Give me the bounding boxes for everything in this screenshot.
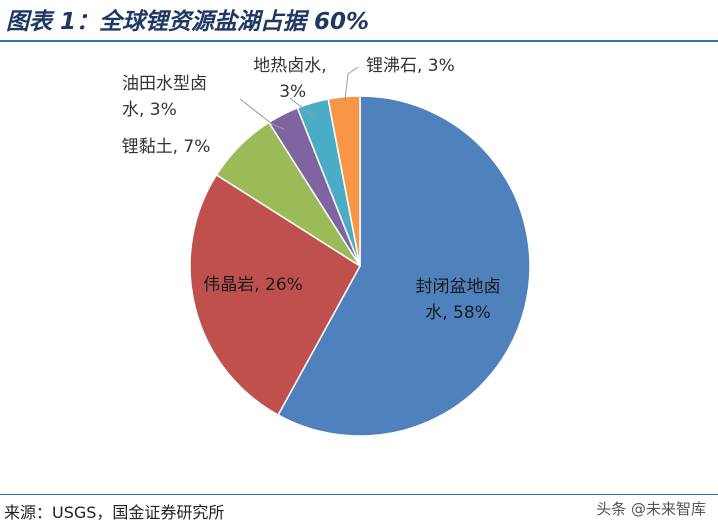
watermark: 头条 @未来智库 (592, 497, 710, 520)
slice-label: 油田水型卤水, 3% (122, 74, 207, 120)
pie-slice (327, 95, 361, 267)
leader-line (239, 98, 285, 130)
leader-line (344, 66, 359, 101)
slice-label: 封闭盆地卤水, 58% (416, 277, 501, 323)
pie-slice (189, 173, 361, 416)
pie-chart: 封闭盆地卤水, 58% 伟晶岩, 26% 锂黏土, 7% 油田水型卤水, 3% 地热卤水… (122, 56, 531, 437)
title-divider (0, 40, 718, 42)
source-divider (0, 494, 718, 495)
slice-label: 伟晶岩, 26% (203, 275, 303, 295)
chart-title: 图表 1：全球锂资源盐湖占据 60% (6, 9, 370, 35)
leader-line (289, 97, 317, 120)
slice-label: 锂黏土, 7% (122, 137, 211, 157)
slice-label: 锂沸石, 3% (366, 56, 455, 76)
slice-label: 地热卤水, 3% (253, 56, 326, 102)
source-note: 来源：USGS，国金证券研究所 (4, 503, 225, 522)
pie-slice (277, 95, 531, 437)
